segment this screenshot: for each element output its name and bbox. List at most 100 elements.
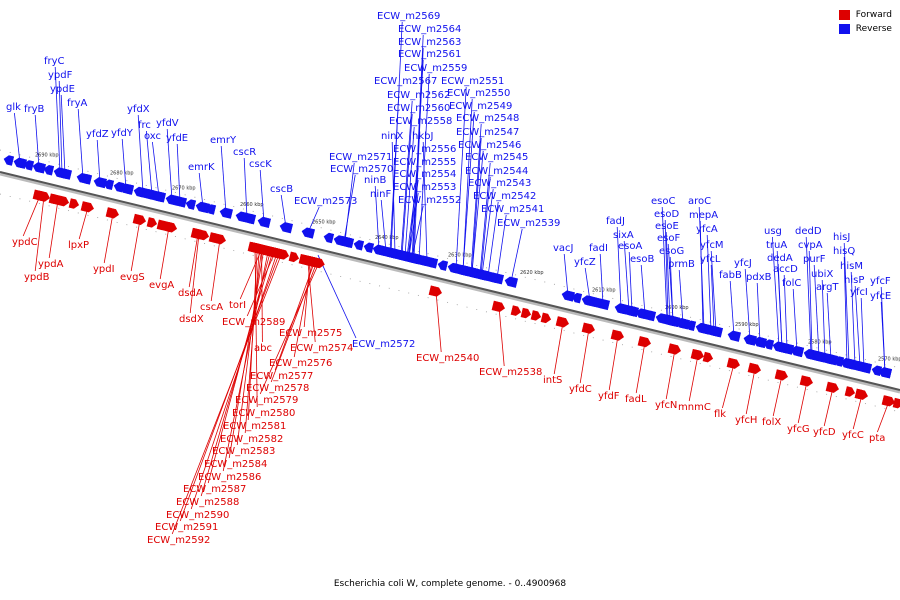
gene-label-ECW_m2567: ECW_m2567 — [374, 76, 437, 87]
gene-label-evgA: evgA — [149, 280, 174, 291]
reverse-gene-segment — [665, 315, 677, 327]
gene-label-ECW_m2576: ECW_m2576 — [269, 358, 332, 369]
forward-gene-ECW_m2538 — [491, 300, 505, 312]
gene-label-ECW_m2586: ECW_m2586 — [198, 472, 261, 483]
leader-mepA — [699, 220, 704, 329]
leader-yfcE — [880, 301, 886, 373]
gene-label-esoE: esoE — [655, 221, 679, 232]
gene-label-ECW_m2552: ECW_m2552 — [398, 195, 461, 206]
leader-yfdE — [176, 143, 181, 202]
gene-label-ECW_m2591: ECW_m2591 — [155, 522, 218, 533]
forward-gene-segment — [156, 219, 168, 231]
forward-gene-segment — [844, 386, 856, 397]
gene-label-ypdI: ypdI — [93, 264, 115, 275]
gene-label-cscR: cscR — [233, 147, 256, 158]
gene-label-mepA: mepA — [689, 210, 718, 221]
leader-pdxB — [756, 282, 761, 343]
gene-label-ECW_m2589: ECW_m2589 — [222, 317, 285, 328]
leader-ypdF — [58, 80, 63, 174]
forward-gene-yfcD — [825, 381, 839, 393]
reverse-gene-segment — [185, 199, 197, 210]
tick-label: 2570 kbp — [878, 357, 900, 363]
gene-label-ECW_m2575: ECW_m2575 — [279, 328, 342, 339]
gene-label-ninX: ninX — [381, 131, 403, 142]
forward-gene-yfdF — [610, 329, 624, 341]
legend-forward: Forward — [838, 8, 892, 22]
leader-glk — [14, 112, 21, 163]
leader-prmB — [678, 269, 684, 324]
gene-label-mnmC: mnmC — [678, 402, 711, 413]
gene-label-abc: abc — [254, 343, 272, 354]
reverse-swatch — [838, 24, 850, 34]
leader-yfcZ — [584, 267, 591, 301]
reverse-gene-segment — [343, 237, 355, 249]
leader-ECW_m2567 — [389, 86, 400, 253]
gene-arrows — [3, 155, 900, 409]
gene-label-dedD: dedD — [795, 226, 822, 237]
gene-label-ECW_m2573: ECW_m2573 — [294, 196, 357, 207]
leader-yfcG — [797, 381, 808, 424]
leader-ECW_m2583 — [236, 249, 262, 446]
gene-label-esoG: esoG — [659, 246, 684, 257]
gene-label-yfcN: yfcN — [655, 400, 677, 411]
reverse-gene-segment — [353, 240, 365, 251]
gene-label-hisM: hisM — [840, 261, 863, 272]
tick-label: 2590 kbp — [735, 322, 759, 328]
gene-label-ECW_m2545: ECW_m2545 — [465, 152, 528, 163]
reverse-gene-segment — [113, 181, 125, 193]
leader-ECW_m2538 — [498, 306, 505, 367]
gene-label-ECW_m2564: ECW_m2564 — [398, 24, 461, 35]
gene-label-esoD: esoD — [654, 209, 679, 220]
gene-label-yfcD: yfcD — [813, 427, 836, 438]
gene-label-yfcH: yfcH — [735, 415, 757, 426]
reverse-gene-segment — [591, 297, 603, 309]
reverse-gene-segment — [417, 255, 429, 267]
forward-gene-flk — [726, 357, 740, 369]
tick-label: 2620 kbp — [520, 270, 544, 276]
gene-label-ECW_m2572: ECW_m2572 — [352, 339, 415, 350]
reverse-gene-segment — [333, 235, 345, 246]
gene-label-fabB: fabB — [719, 270, 742, 281]
leader-ECW_m2579 — [259, 263, 320, 395]
gene-label-ECW_m2544: ECW_m2544 — [465, 166, 528, 177]
gene-label-ECW_m2578: ECW_m2578 — [246, 383, 309, 394]
reverse-gene-segment — [81, 174, 93, 185]
gene-label-fadI: fadI — [589, 243, 608, 254]
gene-label-ECW_m2556: ECW_m2556 — [393, 144, 456, 155]
leader-ypdC — [22, 195, 41, 237]
tick-label: 2600 kbp — [665, 305, 689, 311]
reverse-gene-segment — [323, 232, 335, 244]
forward-gene-yfcG — [799, 375, 813, 387]
tick-label: 2650 kbp — [312, 220, 336, 226]
leader-esoB — [640, 264, 646, 315]
leader-ECW_m2558 — [404, 126, 415, 257]
leader-esoE — [665, 231, 671, 321]
leader-ECW_m2554 — [407, 179, 419, 257]
reverse-gene-segment — [43, 164, 55, 176]
reverse-gene-segment — [387, 248, 399, 259]
leader-ECW_m2560 — [401, 113, 413, 256]
leader-ECW_m2578 — [270, 262, 317, 383]
reverse-gene-segment — [615, 303, 627, 315]
leader-esoG — [669, 256, 674, 322]
leader-ECW_m2552 — [411, 205, 424, 258]
leader-fadJ — [616, 226, 622, 309]
leader-hisM — [850, 271, 856, 366]
leader-ypdI — [103, 213, 114, 264]
forward-gene-segment — [692, 349, 704, 360]
reverse-gene-segment — [13, 157, 25, 169]
gene-label-cscK: cscK — [249, 159, 272, 170]
forward-gene-evgS — [132, 213, 146, 225]
gene-label-glk: glk — [6, 102, 21, 113]
gene-label-vacJ: vacJ — [553, 243, 574, 254]
reverse-gene-segment — [823, 353, 835, 365]
forward-gene-segment — [48, 193, 60, 204]
gene-label-flk: flk — [714, 409, 726, 420]
reverse-gene-emrY — [219, 207, 234, 219]
leader-ECW_m2542 — [487, 201, 499, 277]
forward-gene-segment — [308, 256, 320, 267]
gene-label-argT: argT — [816, 282, 839, 293]
leader-evgS — [130, 219, 141, 272]
reverse-gene-ypdE — [58, 168, 73, 180]
